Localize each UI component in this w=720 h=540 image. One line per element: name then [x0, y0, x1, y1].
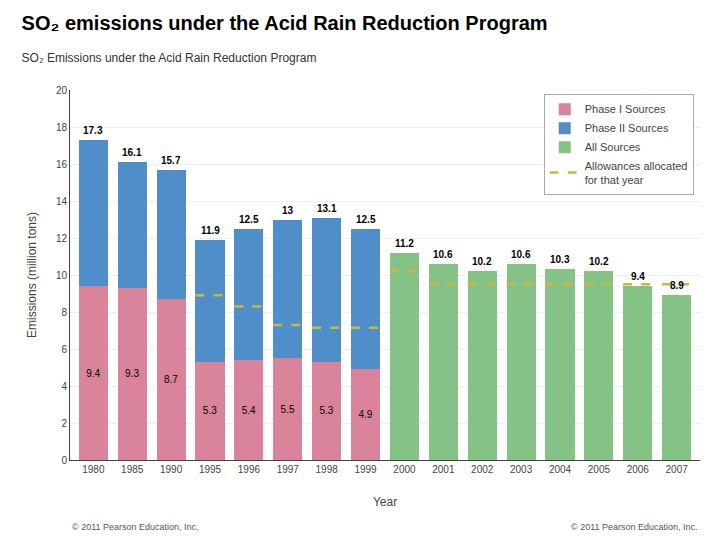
svg-text:15.7: 15.7 [161, 155, 181, 166]
svg-text:5.3: 5.3 [319, 405, 333, 416]
svg-text:9.4: 9.4 [631, 271, 645, 282]
svg-text:SO₂ emissions under the Acid R: SO₂ emissions under the Acid Rain Reduct… [22, 12, 548, 34]
svg-text:5.5: 5.5 [281, 404, 295, 415]
svg-text:1996: 1996 [238, 464, 261, 475]
svg-text:18: 18 [56, 122, 68, 133]
svg-text:SO₂ Emissions under the Acid R: SO₂ Emissions under the Acid Rain Reduct… [22, 51, 317, 65]
svg-text:2003: 2003 [510, 464, 533, 475]
svg-text:13.1: 13.1 [317, 203, 337, 214]
svg-text:2001: 2001 [432, 464, 455, 475]
svg-text:4.9: 4.9 [358, 409, 372, 420]
svg-text:16.1: 16.1 [122, 147, 142, 158]
svg-text:12.5: 12.5 [239, 214, 259, 225]
svg-text:1990: 1990 [160, 464, 183, 475]
svg-text:Emissions (million tons): Emissions (million tons) [25, 212, 39, 338]
svg-text:Phase II Sources: Phase II Sources [585, 122, 669, 134]
svg-text:8: 8 [61, 307, 67, 318]
svg-text:8.7: 8.7 [164, 374, 178, 385]
svg-text:4: 4 [61, 381, 67, 392]
svg-text:10.2: 10.2 [589, 256, 609, 267]
svg-text:Phase I Sources: Phase I Sources [585, 103, 666, 115]
svg-text:1998: 1998 [316, 464, 339, 475]
svg-text:5.4: 5.4 [242, 405, 256, 416]
svg-text:6: 6 [61, 344, 67, 355]
svg-text:Year: Year [373, 495, 397, 509]
svg-text:12.5: 12.5 [356, 214, 376, 225]
svg-text:10.3: 10.3 [550, 254, 570, 265]
svg-text:9.4: 9.4 [86, 368, 100, 379]
svg-text:10.6: 10.6 [511, 249, 531, 260]
svg-text:12: 12 [56, 233, 68, 244]
svg-text:2004: 2004 [549, 464, 572, 475]
svg-text:© 2011 Pearson Education, Inc.: © 2011 Pearson Education, Inc. [571, 522, 698, 532]
svg-text:10.2: 10.2 [472, 256, 492, 267]
svg-text:5.3: 5.3 [203, 405, 217, 416]
svg-text:1997: 1997 [277, 464, 300, 475]
svg-text:2006: 2006 [627, 464, 650, 475]
svg-text:10.6: 10.6 [433, 249, 453, 260]
svg-text:14: 14 [56, 196, 68, 207]
svg-text:11.2: 11.2 [395, 238, 414, 249]
svg-text:Allowances allocatedfor that y: Allowances allocatedfor that year [585, 160, 688, 186]
svg-text:2005: 2005 [588, 464, 611, 475]
svg-text:1980: 1980 [82, 464, 105, 475]
svg-text:20: 20 [56, 85, 68, 96]
svg-text:11.9: 11.9 [201, 225, 220, 236]
svg-text:16: 16 [56, 159, 68, 170]
svg-text:All Sources: All Sources [585, 141, 641, 153]
svg-text:1999: 1999 [354, 464, 377, 475]
svg-text:9.3: 9.3 [125, 368, 139, 379]
svg-text:2: 2 [61, 418, 67, 429]
svg-text:2007: 2007 [666, 464, 689, 475]
svg-text:2000: 2000 [393, 464, 416, 475]
svg-text:0: 0 [61, 455, 67, 466]
svg-text:© 2011 Pearson Education, Inc.: © 2011 Pearson Education, Inc. [72, 522, 199, 532]
svg-text:17.3: 17.3 [83, 125, 103, 136]
svg-text:10: 10 [56, 270, 68, 281]
svg-text:13: 13 [282, 205, 294, 216]
svg-text:1995: 1995 [199, 464, 222, 475]
svg-text:2002: 2002 [471, 464, 494, 475]
svg-text:8.9: 8.9 [670, 280, 684, 291]
svg-text:1985: 1985 [121, 464, 144, 475]
